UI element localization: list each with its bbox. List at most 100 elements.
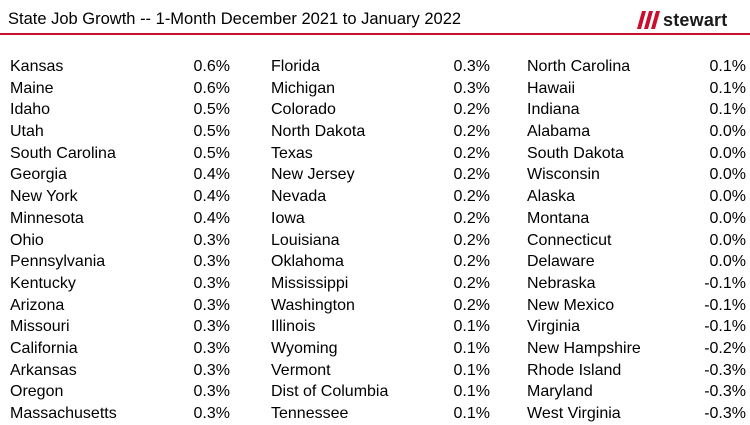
state-name: West Virginia [527,405,621,422]
table-row: Michigan 0.3% [271,78,490,100]
growth-value: 0.0% [709,123,746,141]
table-row: Connecticut 0.0% [527,230,746,252]
table-row: Illinois 0.1% [271,316,490,338]
state-name: Oregon [10,383,64,401]
table-row: South Dakota 0.0% [527,143,746,165]
state-name: Pennsylvania [10,253,106,271]
table-row: Virginia -0.1% [527,316,746,338]
table-row: New Hampshire -0.2% [527,338,746,360]
state-name: North Carolina [527,58,631,75]
table-row: North Carolina 0.1% [527,56,746,78]
table-row: Colorado 0.2% [271,99,490,121]
growth-value: 0.2% [453,231,490,249]
growth-value: 0.1% [709,79,746,97]
growth-value: 0.0% [709,231,746,249]
state-name: New York [10,188,78,206]
table-row: Hawaii 0.1% [527,78,746,100]
table-row: Texas 0.2% [271,143,490,165]
table-row: Wisconsin 0.0% [527,164,746,186]
growth-value: 0.2% [453,101,490,119]
table-row: Arizona 0.3% [10,295,230,317]
growth-value: 0.2% [453,188,490,206]
state-name: Missouri [10,318,70,336]
table-row: Louisiana 0.2% [271,230,490,252]
growth-value: 0.0% [709,209,746,227]
table-column: Florida 0.3% Michigan 0.3% Colorado 0.2% North… [271,56,490,425]
table-row: New York 0.4% [10,186,230,208]
table-row: New Mexico -0.1% [527,295,746,317]
state-name: South Dakota [527,144,624,162]
state-name: Maine [10,79,54,97]
state-name: South Carolina [10,144,116,162]
growth-value: 0.1% [453,383,490,401]
table-row: Oklahoma 0.2% [271,251,490,273]
growth-value: -0.3% [704,361,746,379]
growth-value: 0.4% [193,166,230,184]
table-row: Minnesota 0.4% [10,208,230,230]
state-name: Minnesota [10,209,84,227]
growth-value: 0.1% [453,318,490,336]
table-row: Kentucky 0.3% [10,273,230,295]
state-name: Alaska [527,188,576,206]
state-name: California [10,339,78,357]
state-name: Alabama [527,123,591,141]
state-name: Utah [10,123,44,141]
growth-value: 0.4% [193,209,230,227]
table-column: Kansas 0.6% Maine 0.6% Idaho 0.5% Utah 0.5% Sout… [10,56,230,425]
table-row: Wyoming 0.1% [271,338,490,360]
table-row: Nebraska -0.1% [527,273,746,295]
growth-value: 0.3% [193,383,230,401]
state-name: Wyoming [271,339,338,357]
table-row: Florida 0.3% [271,56,490,78]
growth-value: 0.1% [453,361,490,379]
state-name: New Jersey [271,166,355,184]
table-row: Montana 0.0% [527,208,746,230]
state-name: Ohio [10,231,44,249]
growth-value: -0.3% [704,405,746,422]
growth-value: 0.3% [193,318,230,336]
state-name: Montana [527,209,590,227]
growth-value: 0.4% [193,188,230,206]
table-row: Massachusetts 0.3% [10,403,230,425]
table-row: Utah 0.5% [10,121,230,143]
growth-value: 0.2% [453,296,490,314]
table-row: Dist of Columbia 0.1% [271,381,490,403]
state-name: Arizona [10,296,65,314]
state-name: North Dakota [271,123,366,141]
table-row: Tennessee 0.1% [271,403,490,425]
growth-value: -0.1% [704,318,746,336]
state-name: Arkansas [10,361,77,379]
state-name: Colorado [271,101,336,119]
state-name: Vermont [271,361,331,379]
state-name: Dist of Columbia [271,383,389,401]
state-name: Texas [271,144,313,162]
table-row: Vermont 0.1% [271,360,490,382]
page-title: State Job Growth -- 1-Month December 202… [8,10,462,28]
table-row: Ohio 0.3% [10,230,230,252]
table-row: Idaho 0.5% [10,99,230,121]
growth-value: 0.2% [453,144,490,162]
table-row: Rhode Island -0.3% [527,360,746,382]
growth-value: 0.3% [193,296,230,314]
growth-value: 0.3% [453,58,490,75]
state-name: Louisiana [271,231,340,249]
table-row: Mississippi 0.2% [271,273,490,295]
growth-value: -0.2% [704,339,746,357]
growth-value: 0.5% [193,101,230,119]
state-name: Massachusetts [10,405,117,422]
state-name: Idaho [10,101,51,119]
table-column: North Carolina 0.1% Hawaii 0.1% Indiana 0.1% A… [527,56,746,425]
state-name: Kansas [10,58,64,75]
growth-value: 0.0% [709,188,746,206]
table-row: Iowa 0.2% [271,208,490,230]
table-row: Nevada 0.2% [271,186,490,208]
table-row: Indiana 0.1% [527,99,746,121]
growth-value: 0.1% [709,58,746,75]
growth-value: 0.3% [193,253,230,271]
header: State Job Growth -- 1-Month December 202… [0,0,750,35]
table-row: Washington 0.2% [271,295,490,317]
state-name: Rhode Island [527,361,622,379]
state-name: Oklahoma [271,253,344,271]
growth-value: 0.0% [709,166,746,184]
table-row: Maryland -0.3% [527,381,746,403]
